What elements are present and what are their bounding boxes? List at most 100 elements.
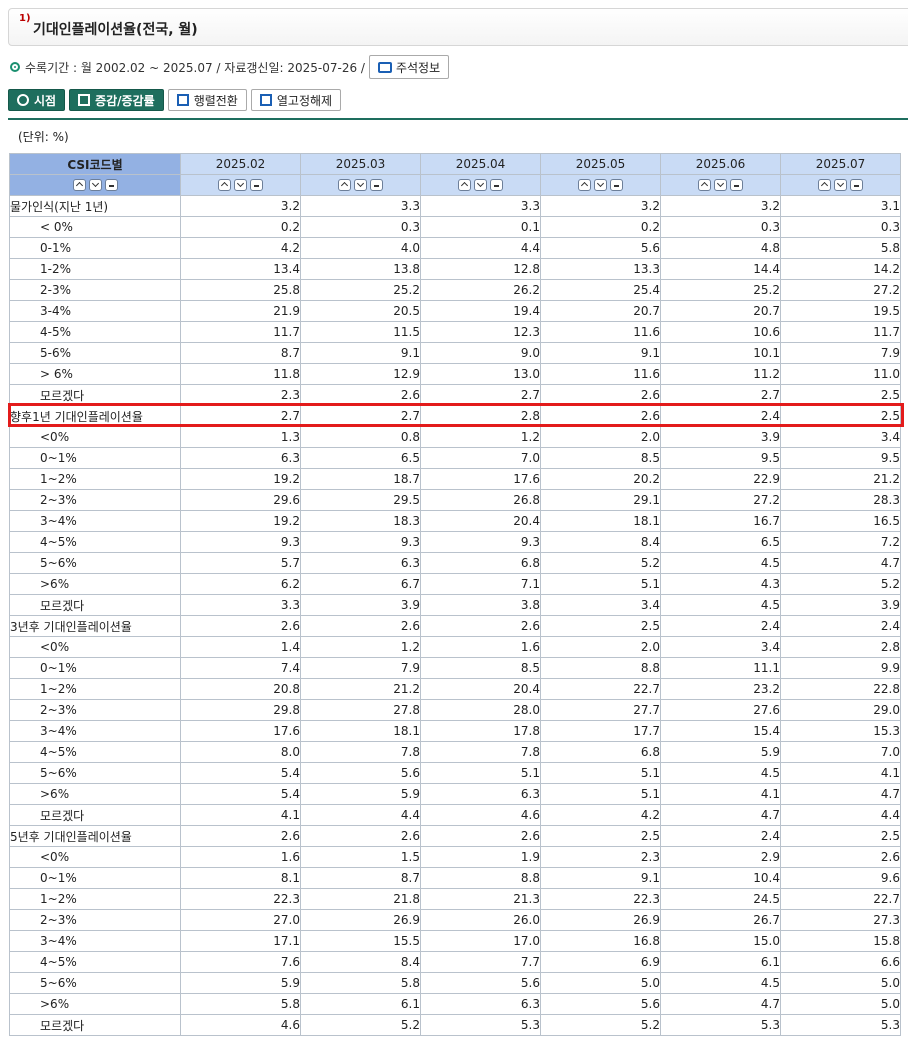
table-cell: 9.1 bbox=[540, 342, 661, 364]
table-cell: 19.4 bbox=[420, 300, 541, 322]
sort-descending-button[interactable] bbox=[834, 179, 847, 191]
table-cell: 4.1 bbox=[180, 804, 301, 826]
table-cell: 5.2 bbox=[300, 1014, 421, 1036]
table-cell: 27.7 bbox=[540, 699, 661, 721]
table-row: 3-4% 21.9 20.5 19.4 20.7 20.7 19.5 bbox=[9, 300, 901, 322]
table-cell: 7.8 bbox=[420, 741, 541, 763]
table-row: 0~1% 7.4 7.9 8.5 8.8 11.1 9.9 bbox=[9, 657, 901, 679]
table-cell: 4.6 bbox=[180, 1014, 301, 1036]
table-cell: 2.6 bbox=[420, 825, 541, 847]
table-cell: 4.2 bbox=[180, 237, 301, 259]
table-cell: 7.9 bbox=[300, 657, 421, 679]
table-cell: 9.5 bbox=[780, 447, 901, 469]
row-label: 1~2% bbox=[9, 468, 181, 490]
sort-descending-button[interactable] bbox=[594, 179, 607, 191]
transpose-button[interactable]: 행렬전환 bbox=[167, 89, 247, 111]
column-header-date: 2025.03 bbox=[300, 153, 421, 175]
transpose-label: 행렬전환 bbox=[193, 93, 238, 108]
table-cell: 23.2 bbox=[660, 678, 781, 700]
change-rate-button[interactable]: 증감/증감률 bbox=[69, 89, 164, 111]
table-row: < 0% 0.2 0.3 0.1 0.2 0.3 0.3 bbox=[9, 216, 901, 238]
sort-controls bbox=[420, 174, 541, 196]
sort-ascending-button[interactable] bbox=[818, 179, 831, 191]
timepoint-button[interactable]: 시점 bbox=[8, 89, 66, 111]
table-cell: 6.8 bbox=[420, 552, 541, 574]
collapse-button[interactable] bbox=[490, 179, 503, 191]
table-cell: 22.8 bbox=[780, 678, 901, 700]
column-header-date: 2025.05 bbox=[540, 153, 661, 175]
sort-ascending-button[interactable] bbox=[338, 179, 351, 191]
table-cell: 8.0 bbox=[180, 741, 301, 763]
sort-controls bbox=[180, 174, 301, 196]
table-cell: 5.2 bbox=[540, 552, 661, 574]
table-cell: 17.7 bbox=[540, 720, 661, 742]
table-cell: 5.1 bbox=[540, 783, 661, 805]
row-label: 3~4% bbox=[9, 720, 181, 742]
row-label: 0-1% bbox=[9, 237, 181, 259]
table-cell: 17.6 bbox=[180, 720, 301, 742]
table-cell: 8.4 bbox=[300, 951, 421, 973]
table-cell: 2.6 bbox=[300, 825, 421, 847]
table-cell: 2.7 bbox=[420, 384, 541, 406]
row-label: 물가인식(지난 1년) bbox=[9, 195, 181, 217]
sort-descending-button[interactable] bbox=[474, 179, 487, 191]
table-cell: 8.5 bbox=[420, 657, 541, 679]
table-cell: 5.9 bbox=[180, 972, 301, 994]
table-row: 물가인식(지난 1년) 3.2 3.3 3.3 3.2 3.2 3.1 bbox=[9, 195, 901, 217]
sort-ascending-button[interactable] bbox=[72, 179, 86, 191]
table-cell: 2.5 bbox=[780, 405, 901, 427]
sort-descending-button[interactable] bbox=[234, 179, 247, 191]
table-cell: 28.3 bbox=[780, 489, 901, 511]
table-cell: 17.0 bbox=[420, 930, 541, 952]
sort-descending-button[interactable] bbox=[714, 179, 727, 191]
table-row: 1~2% 22.3 21.8 21.3 22.3 24.5 22.7 bbox=[9, 888, 901, 910]
row-label: 2~3% bbox=[9, 909, 181, 931]
table-cell: 6.9 bbox=[540, 951, 661, 973]
table-cell: 20.4 bbox=[420, 678, 541, 700]
collapse-button[interactable] bbox=[730, 179, 743, 191]
table-cell: 3.4 bbox=[780, 426, 901, 448]
collapse-button[interactable] bbox=[610, 179, 623, 191]
table-cell: 7.7 bbox=[420, 951, 541, 973]
row-label: 3~4% bbox=[9, 930, 181, 952]
row-label: 0~1% bbox=[9, 447, 181, 469]
table-cell: 8.1 bbox=[180, 867, 301, 889]
table-cell: 7.6 bbox=[180, 951, 301, 973]
table-cell: 3.3 bbox=[300, 195, 421, 217]
table-cell: 22.7 bbox=[780, 888, 901, 910]
collapse-button[interactable] bbox=[104, 179, 118, 191]
collapse-button[interactable] bbox=[370, 179, 383, 191]
table-cell: 9.6 bbox=[780, 867, 901, 889]
table-cell: 2.8 bbox=[420, 405, 541, 427]
sort-ascending-button[interactable] bbox=[218, 179, 231, 191]
sort-controls bbox=[9, 174, 181, 196]
table-cell: 9.3 bbox=[180, 531, 301, 553]
table-row: 2-3% 25.8 25.2 26.2 25.4 25.2 27.2 bbox=[9, 279, 901, 301]
sort-ascending-button[interactable] bbox=[698, 179, 711, 191]
table-cell: 4.7 bbox=[780, 783, 901, 805]
collapse-button[interactable] bbox=[250, 179, 263, 191]
table-cell: 4.4 bbox=[780, 804, 901, 826]
sort-ascending-button[interactable] bbox=[578, 179, 591, 191]
table-cell: 0.3 bbox=[660, 216, 781, 238]
note-button[interactable]: 주석정보 bbox=[368, 55, 450, 79]
footnote-marker[interactable]: 1) bbox=[19, 13, 31, 24]
table-cell: 7.4 bbox=[180, 657, 301, 679]
table-cell: 2.7 bbox=[180, 405, 301, 427]
fix-columns-button[interactable]: 열고정해제 bbox=[250, 89, 342, 111]
table-cell: 29.8 bbox=[180, 699, 301, 721]
table-row: 3~4% 17.6 18.1 17.8 17.7 15.4 15.3 bbox=[9, 720, 901, 742]
collapse-button[interactable] bbox=[850, 179, 863, 191]
sort-controls bbox=[660, 174, 781, 196]
sort-ascending-button[interactable] bbox=[458, 179, 471, 191]
table-cell: 11.8 bbox=[180, 363, 301, 385]
table-cell: 9.3 bbox=[420, 531, 541, 553]
sort-descending-button[interactable] bbox=[88, 179, 102, 191]
table-cell: 20.2 bbox=[540, 468, 661, 490]
table-row: 모르겠다 4.1 4.4 4.6 4.2 4.7 4.4 bbox=[9, 804, 901, 826]
table-cell: 29.1 bbox=[540, 489, 661, 511]
table-cell: 1.6 bbox=[180, 846, 301, 868]
table-cell: 5.7 bbox=[180, 552, 301, 574]
table-row: 0~1% 6.3 6.5 7.0 8.5 9.5 9.5 bbox=[9, 447, 901, 469]
sort-descending-button[interactable] bbox=[354, 179, 367, 191]
